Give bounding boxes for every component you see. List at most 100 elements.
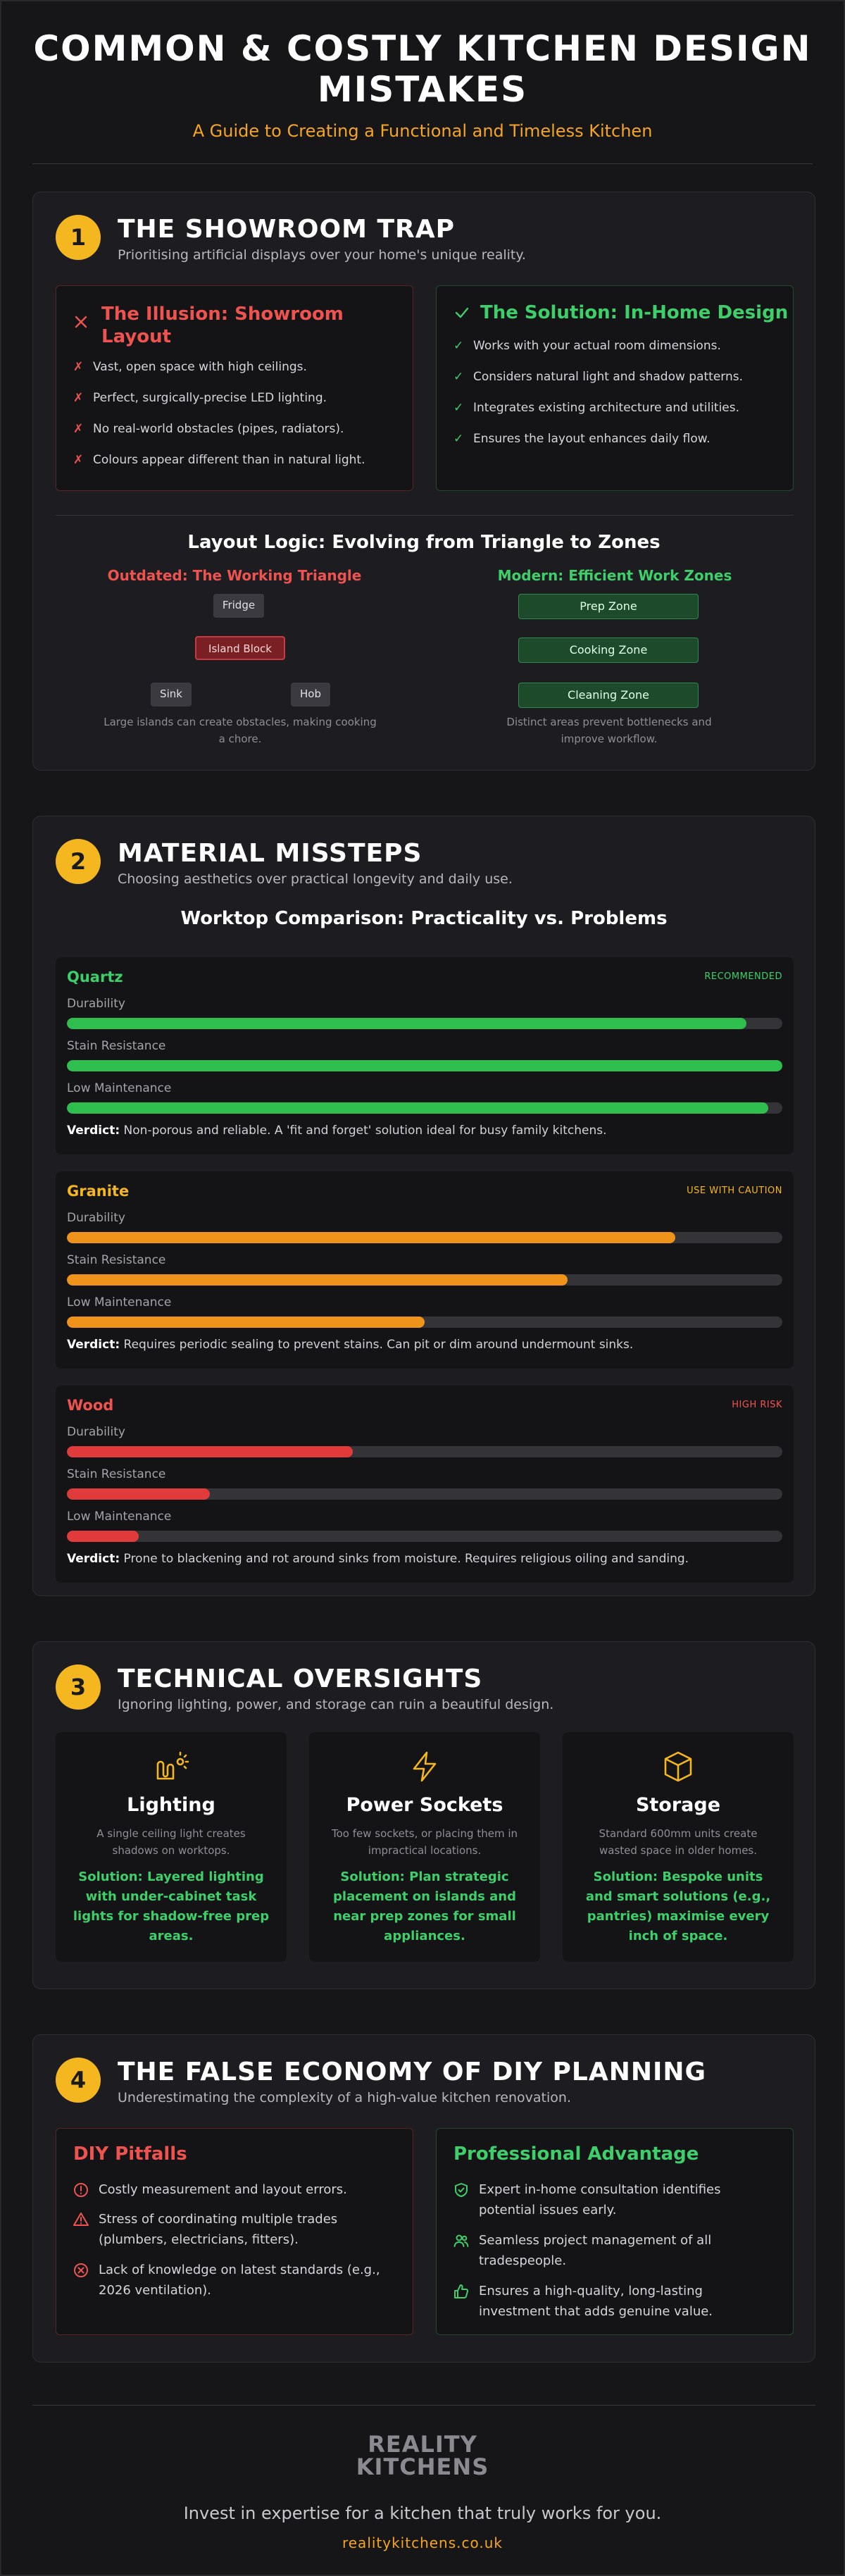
card-title: Storage — [635, 1794, 721, 1816]
verdict-text: Requires periodic sealing to prevent sta… — [123, 1338, 634, 1352]
section-subtitle: Prioritising artificial displays over yo… — [118, 247, 526, 263]
metric-label: Durability — [67, 1211, 125, 1225]
metric-bar-track — [67, 1274, 782, 1286]
section-number-badge: 1 — [56, 215, 101, 260]
shield-check-icon — [453, 2182, 469, 2198]
metric-label: Durability — [67, 997, 125, 1011]
card-title: Lighting — [127, 1794, 215, 1816]
website-link[interactable]: realitykitchens.co.uk — [342, 2534, 503, 2551]
x-mark-icon: ✗ — [73, 360, 84, 374]
illusion-card: The Illusion: Showroom Layout ✗ Vast, ope… — [56, 285, 413, 491]
modern-title: Modern: Efficient Work Zones — [497, 567, 732, 584]
metric-bar-track — [67, 1018, 782, 1029]
section-title: MATERIAL MISSTEPS — [118, 839, 423, 868]
modern-caption: Distinct areas prevent bottlenecks and i… — [506, 716, 712, 745]
layout-logic-title: Layout Logic: Evolving from Triangle to … — [187, 532, 661, 553]
metric-label: Stain Resistance — [67, 1039, 166, 1053]
advantage-title: Professional Advantage — [453, 2143, 699, 2165]
section-showroom-trap: 1 THE SHOWROOM TRAP Prioritising artific… — [32, 192, 815, 771]
verdict-text: Prone to blackening and rot around sinks… — [123, 1552, 689, 1566]
verdict-label: Verdict: — [67, 1338, 120, 1352]
section-number-badge: 4 — [56, 2058, 101, 2103]
list-item: ✗ Colours appear different than in natura… — [73, 451, 404, 469]
section-subtitle: Ignoring lighting, power, and storage ca… — [118, 1697, 554, 1712]
section-material-missteps: 2 MATERIAL MISSTEPS Choosing aesthetics … — [32, 816, 815, 1596]
list-item: ✓ Works with your actual room dimensions. — [453, 337, 784, 355]
lighting-icon — [56, 1749, 287, 1784]
x-mark-icon: ✗ — [73, 422, 84, 436]
section-title: THE SHOWROOM TRAP — [118, 215, 455, 244]
worktop-comparison-title: Worktop Comparison: Practicality vs. Pro… — [180, 908, 668, 929]
diy-pitfalls-card: DIY Pitfalls Costly measurement and layo… — [56, 2128, 413, 2335]
metric-label: Stain Resistance — [67, 1467, 166, 1481]
power-sockets-card: Power Sockets Too few sockets, or placin… — [309, 1732, 540, 1962]
hob-chip: Hob — [291, 683, 330, 707]
header-divider — [32, 163, 813, 164]
professional-advantage-card: Professional Advantage Expert in-home co… — [436, 2128, 794, 2335]
solution-title: The Solution: In-Home Design — [480, 302, 789, 323]
card-description: A single ceiling light creates shadows o… — [96, 1827, 246, 1857]
list-item: ✓ Integrates existing architecture and ut… — [453, 399, 784, 417]
logo-line-2: KITCHENS — [356, 2453, 489, 2480]
users-icon — [453, 2233, 469, 2248]
list-item: ✓ Considers natural light and shadow patt… — [453, 368, 784, 386]
metric-bar-fill — [67, 1317, 425, 1328]
divider — [56, 515, 794, 516]
verdict-text: Non-porous and reliable. A 'fit and forg… — [123, 1124, 607, 1138]
card-solution: Solution: Bespoke units and smart soluti… — [585, 1869, 771, 1943]
worktop-tag: USE WITH CAUTION — [687, 1186, 782, 1196]
worktop-name: Quartz — [67, 969, 123, 985]
worktop-card-wood: Wood HIGH RISK Durability Stain Resistance L… — [56, 1386, 794, 1583]
island-block-chip: Island Block — [195, 636, 285, 660]
section-subtitle: Underestimating the complexity of a high… — [118, 2090, 571, 2105]
card-solution: Solution: Plan strategic placement on is… — [333, 1869, 516, 1943]
worktop-name: Granite — [67, 1183, 130, 1200]
list-item: Ensures a high-quality, long-lasting inv… — [453, 2281, 777, 2322]
metric-bar-fill — [67, 1488, 211, 1500]
list-item: Lack of knowledge on latest standards (e… — [73, 2260, 397, 2301]
solution-card: The Solution: In-Home Design ✓ Works with… — [436, 285, 794, 491]
footer-tagline: Invest in expertise for a kitchen that t… — [183, 2503, 662, 2523]
metric-bar-track — [67, 1488, 782, 1500]
box-icon — [563, 1749, 794, 1784]
verdict-label: Verdict: — [67, 1552, 120, 1566]
worktop-verdict: Verdict: Prone to blackening and rot aro… — [67, 1552, 782, 1566]
pitfalls-title: DIY Pitfalls — [73, 2143, 187, 2165]
section-number-badge: 2 — [56, 839, 101, 884]
card-description: Too few sockets, or placing them in impr… — [331, 1827, 518, 1857]
metric-label: Stain Resistance — [67, 1253, 166, 1267]
metric-label: Low Maintenance — [67, 1295, 172, 1309]
worktop-verdict: Verdict: Non-porous and reliable. A 'fit… — [67, 1124, 782, 1138]
metric-bar-track — [67, 1102, 782, 1114]
outdated-title: Outdated: The Working Triangle — [107, 567, 362, 584]
storage-card: Storage Standard 600mm units create wast… — [563, 1732, 794, 1962]
card-description: Standard 600mm units create wasted space… — [599, 1827, 758, 1857]
list-item: Stress of coordinating multiple trades (… — [73, 2209, 397, 2250]
checkmark-icon: ✓ — [453, 432, 464, 446]
metric-bar-fill — [67, 1060, 782, 1071]
header: COMMON & COSTLY KITCHEN DESIGN MISTAKES … — [1, 1, 844, 141]
section-technical-oversights: 3 TECHNICAL OVERSIGHTS Ignoring lighting… — [32, 1641, 815, 1989]
metric-bar-fill — [67, 1018, 747, 1029]
metric-label: Low Maintenance — [67, 1510, 172, 1524]
metric-bar-track — [67, 1232, 782, 1243]
x-circle-icon — [73, 2263, 89, 2278]
worktop-card-quartz: Quartz RECOMMENDED Durability Stain Resista… — [56, 957, 794, 1155]
card-title: Power Sockets — [346, 1794, 503, 1816]
verdict-label: Verdict: — [67, 1124, 120, 1138]
list-item: Seamless project management of all trade… — [453, 2230, 777, 2271]
sink-chip: Sink — [151, 683, 192, 707]
list-item: Expert in-home consultation identifies p… — [453, 2179, 777, 2220]
metric-bar-fill — [67, 1446, 353, 1457]
outdated-caption: Large islands can create obstacles, maki… — [104, 716, 377, 745]
worktop-name: Wood — [67, 1397, 114, 1414]
metric-bar-fill — [67, 1232, 675, 1243]
list-item: ✗ Perfect, surgically-precise LED lightin… — [73, 389, 404, 407]
cleaning-zone: Cleaning Zone — [518, 683, 699, 708]
check-icon — [453, 304, 470, 324]
reality-kitchens-logo: REALITY KITCHENS — [1, 2433, 844, 2478]
metric-bar-track — [67, 1446, 782, 1457]
worktop-tag: RECOMMENDED — [704, 971, 782, 982]
fridge-chip: Fridge — [213, 594, 264, 618]
list-item: ✗ No real-world obstacles (pipes, radiato… — [73, 420, 404, 438]
